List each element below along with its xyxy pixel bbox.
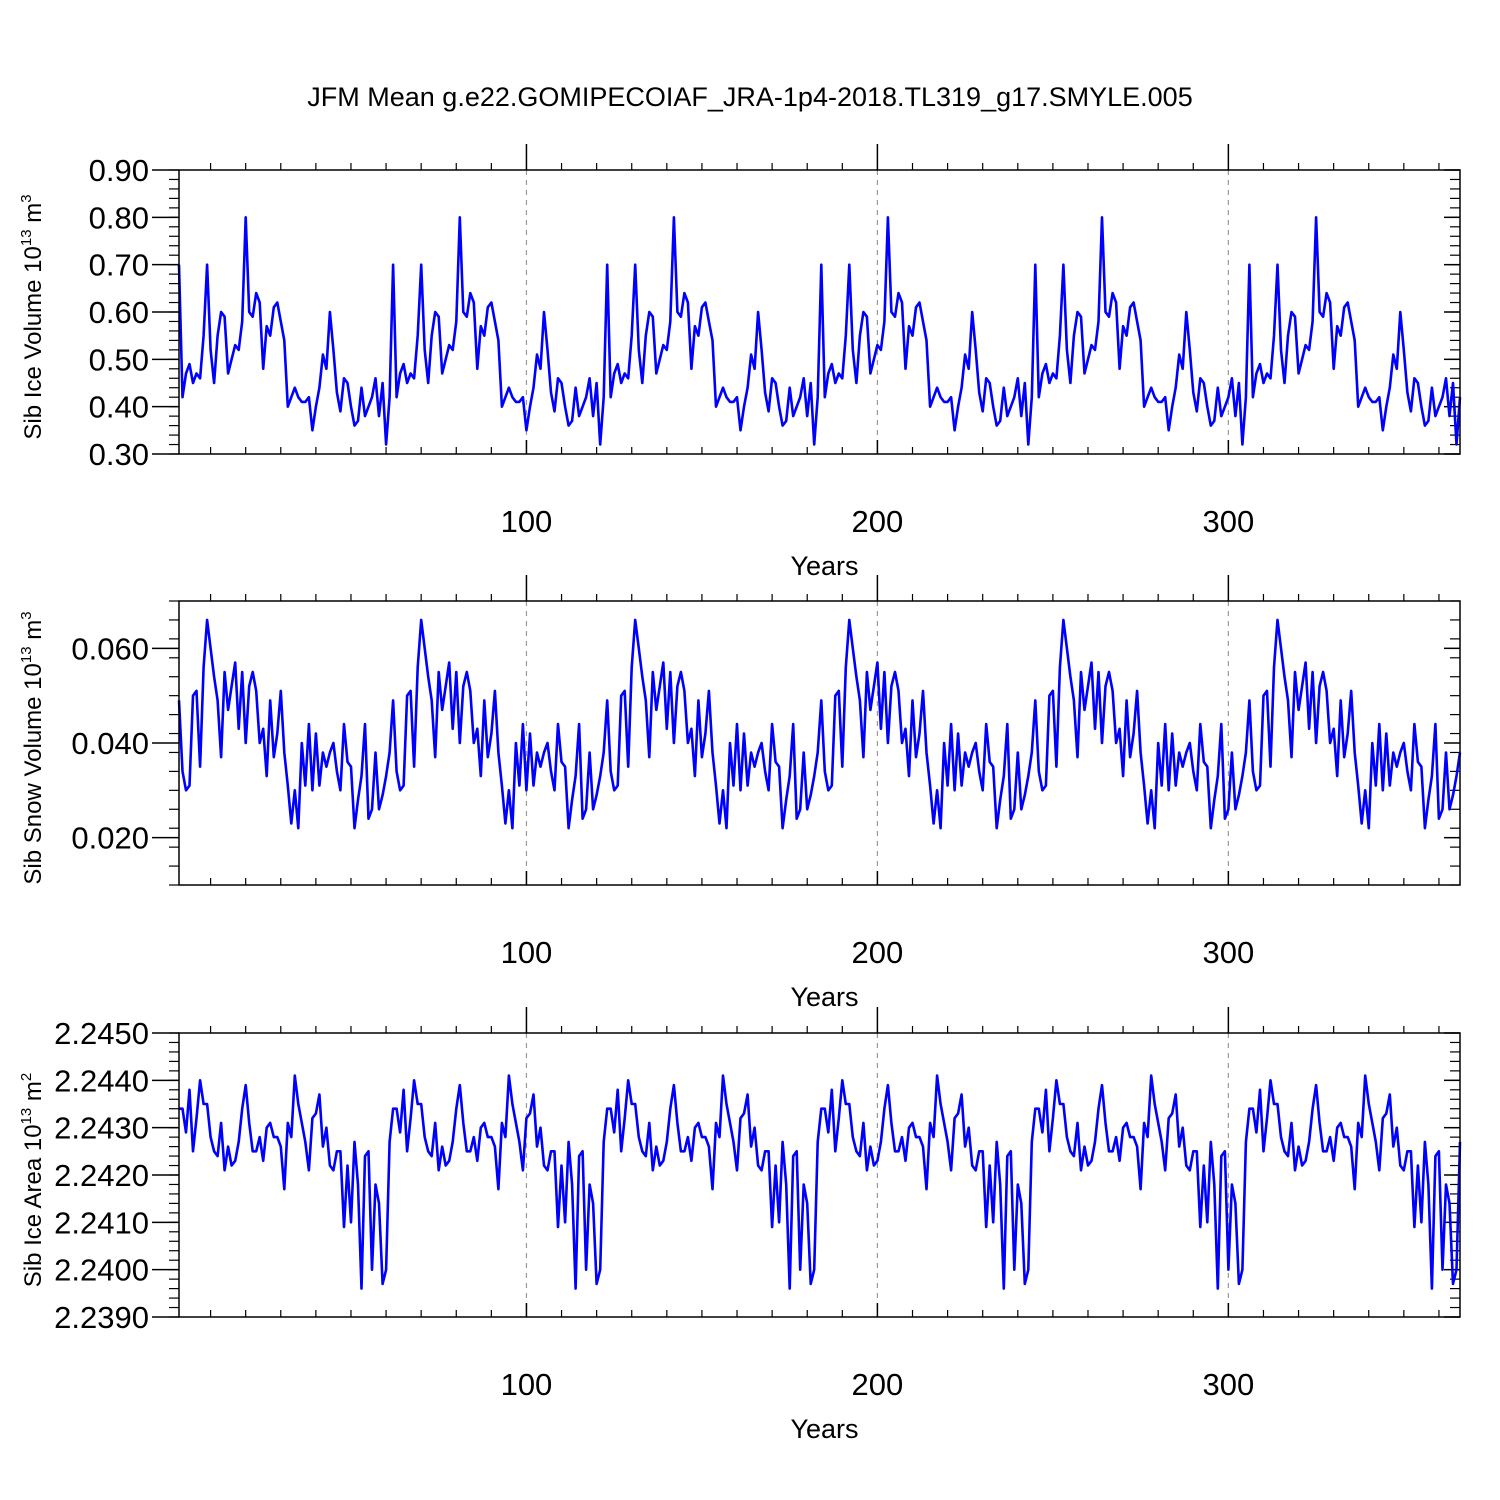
y-tick-label: 2.2390 [54, 1300, 149, 1335]
x-tick-label: 100 [501, 1367, 553, 1402]
y-tick-label: 2.2450 [54, 1016, 149, 1051]
plot-frame-ice-area [178, 1032, 1461, 1318]
x-tick-labels-snow-volume: 100 200 300 [501, 935, 1255, 970]
y-tick-label: 0.040 [71, 726, 149, 761]
y-label-text: Sib Ice Area 10 [20, 1124, 47, 1287]
y-label-unit-exponent: 3 [18, 611, 35, 619]
y-major-ticks-snow-volume [152, 647, 1460, 839]
series-line-ice-volume [177, 216, 1462, 446]
x-axis-label-ice-volume: Years [790, 551, 858, 581]
y-tick-label: 0.060 [71, 631, 149, 666]
y-label-text: Sib Ice Volume 10 [20, 246, 47, 439]
y-tick-label: 0.30 [89, 437, 149, 472]
y-tick-label: 0.90 [89, 153, 149, 188]
y-tick-labels-ice-area: 2.2390 2.2400 2.2410 2.2420 2.2430 2.2440 2.24… [54, 1016, 149, 1335]
y-label-text: Sib Snow Volume 10 [20, 663, 47, 884]
y-tick-label: 0.40 [89, 390, 149, 425]
y-label-unit-exponent: 2 [18, 1073, 35, 1081]
y-label-exponent: 13 [18, 229, 35, 246]
x-major-ticks-ice-volume [525, 144, 1230, 454]
y-tick-label: 2.2440 [54, 1063, 149, 1098]
plot-frame-ice-volume [178, 169, 1461, 455]
x-major-ticks-snow-volume [525, 575, 1230, 885]
y-label-unit-exponent: 3 [18, 194, 35, 202]
x-tick-labels-ice-area: 100 200 300 [501, 1367, 1255, 1402]
y-tick-labels-snow-volume: 0.020 0.040 0.060 [71, 631, 149, 855]
y-tick-label: 0.80 [89, 200, 149, 235]
y-tick-label: 0.60 [89, 295, 149, 330]
x-tick-label: 100 [501, 935, 553, 970]
x-tick-label: 300 [1202, 1367, 1254, 1402]
x-axis-label-ice-area: Years [790, 1414, 858, 1444]
y-tick-label: 0.70 [89, 248, 149, 283]
x-tick-label: 300 [1202, 935, 1254, 970]
x-tick-label: 300 [1202, 504, 1254, 539]
panel-ice-volume: 0.30 0.40 0.50 0.60 0.70 0.80 0.90 100 200 300 Y… [18, 144, 1462, 581]
plot-frame-snow-volume [178, 600, 1461, 886]
y-label-unit: m [20, 203, 47, 230]
y-tick-label: 0.50 [89, 342, 149, 377]
panel-snow-volume: 0.020 0.040 0.060 100 200 300 Years Sib Snow… [18, 575, 1462, 1012]
x-tick-label: 200 [852, 504, 904, 539]
y-label-exponent: 13 [18, 646, 35, 663]
y-tick-label: 2.2420 [54, 1158, 149, 1193]
y-axis-label-ice-volume: Sib Ice Volume 1013 m3 [18, 194, 47, 439]
y-label-exponent: 13 [18, 1108, 35, 1125]
y-tick-labels-ice-volume: 0.30 0.40 0.50 0.60 0.70 0.80 0.90 [89, 153, 149, 472]
series-line-ice-area [179, 1074, 1462, 1290]
gridlines-ice-volume [525, 170, 1229, 454]
y-label-unit: m [20, 1081, 47, 1108]
figure-title: JFM Mean g.e22.GOMIPECOIAF_JRA-1p4-2018.… [307, 82, 1192, 112]
x-major-ticks-ice-area [525, 1007, 1230, 1317]
x-tick-labels-ice-volume: 100 200 300 [501, 504, 1255, 539]
series-line-snow-volume [177, 618, 1462, 830]
panel-ice-area: 2.2390 2.2400 2.2410 2.2420 2.2430 2.2440 2.24… [18, 1007, 1462, 1444]
gridlines-ice-area [525, 1033, 1229, 1317]
y-tick-label: 2.2430 [54, 1111, 149, 1146]
y-label-unit: m [20, 620, 47, 647]
x-tick-label: 200 [852, 1367, 904, 1402]
gridlines-snow-volume [525, 601, 1229, 885]
y-tick-label: 2.2400 [54, 1253, 149, 1288]
x-axis-label-snow-volume: Years [790, 982, 858, 1012]
x-tick-label: 100 [501, 504, 553, 539]
y-tick-label: 2.2410 [54, 1205, 149, 1240]
y-tick-label: 0.020 [71, 821, 149, 856]
y-axis-label-snow-volume: Sib Snow Volume 1013 m3 [18, 611, 47, 884]
y-axis-label-ice-area: Sib Ice Area 1013 m2 [18, 1073, 47, 1287]
x-tick-label: 200 [852, 935, 904, 970]
minor-ticks-snow-volume [169, 594, 1460, 886]
